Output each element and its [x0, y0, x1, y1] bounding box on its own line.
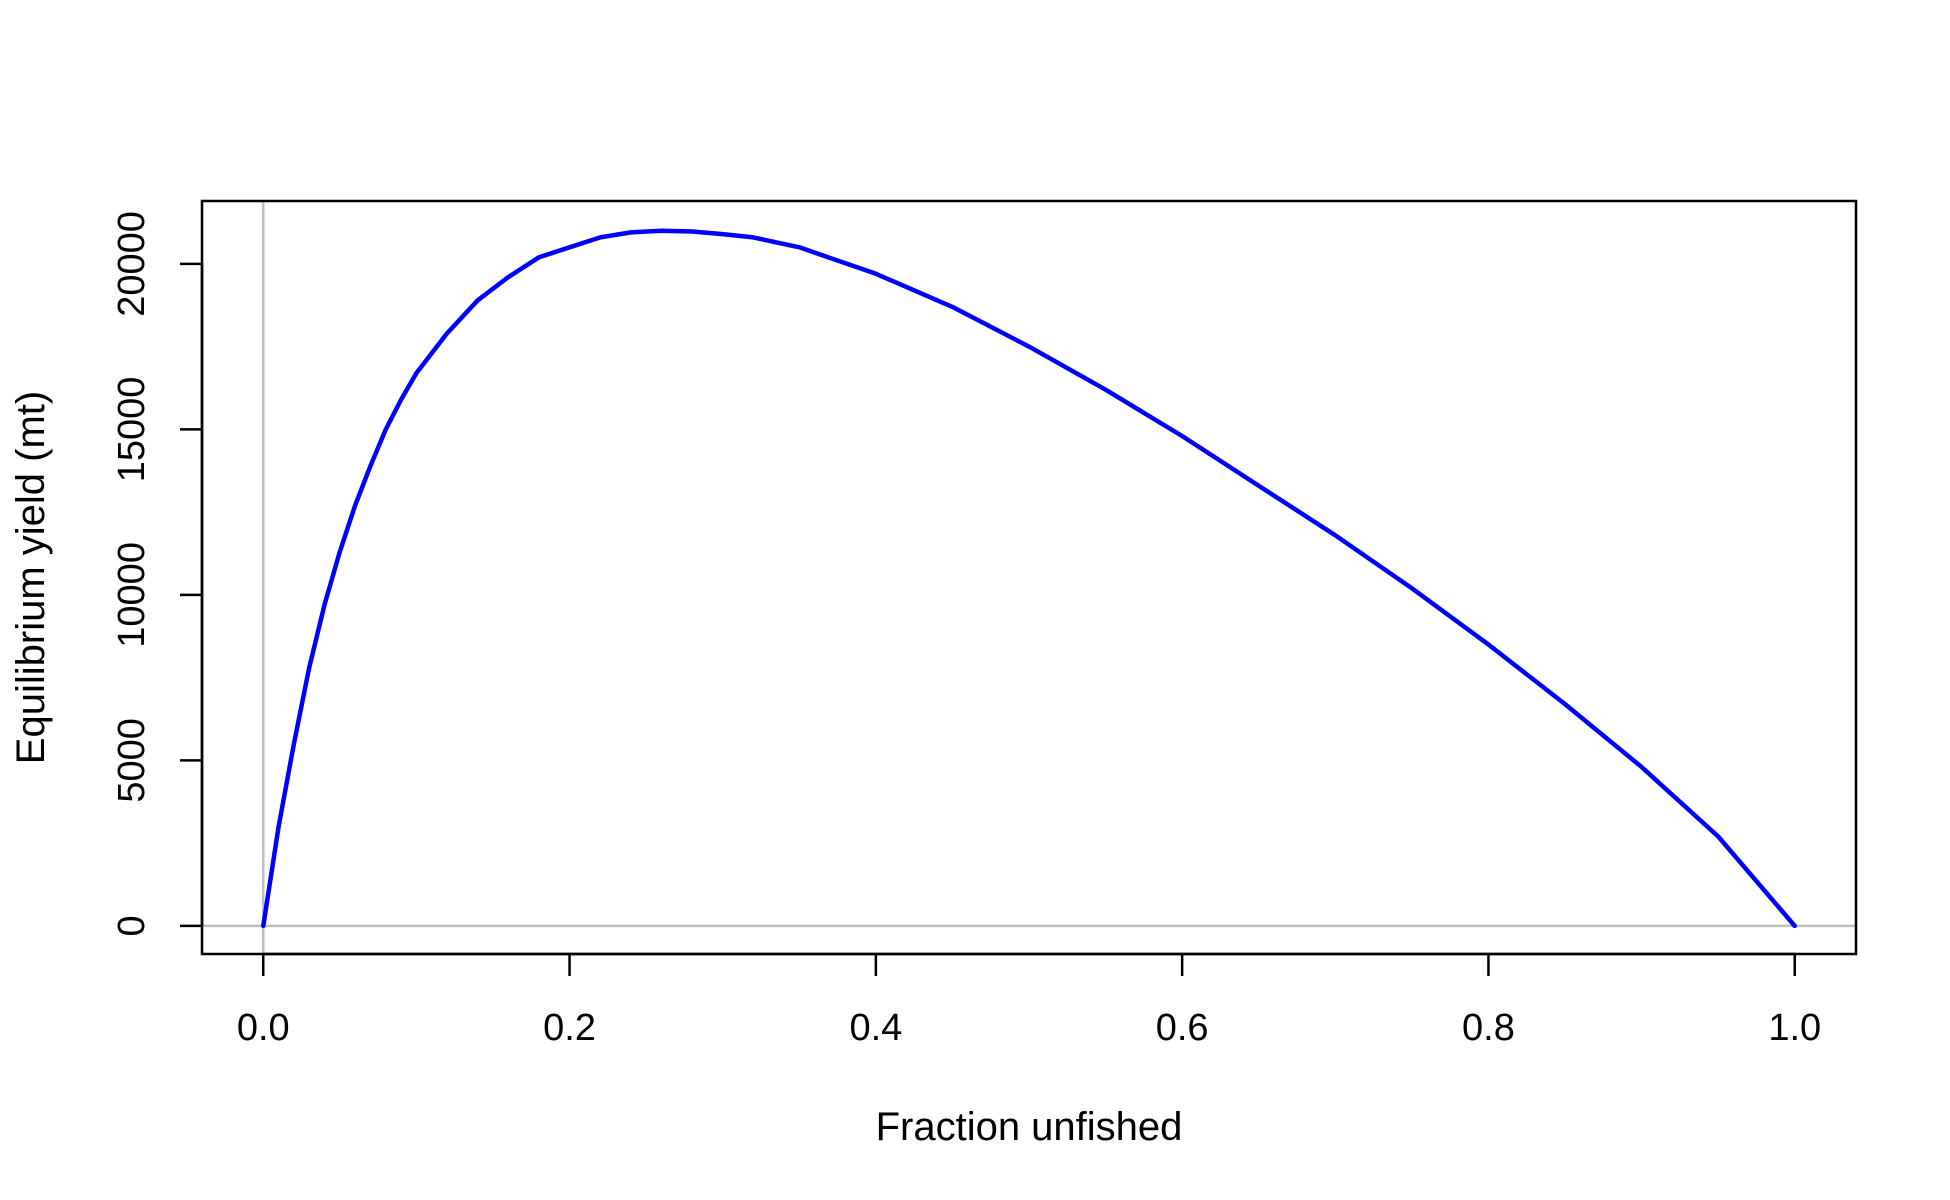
y-tick-label: 10000	[111, 542, 153, 648]
series-line	[261, 228, 1797, 929]
x-tick-label: 0.0	[237, 1007, 290, 1049]
y-axis: 0 5000 10000 15000 20000	[111, 211, 204, 936]
y-tick-label: 15000	[111, 377, 153, 483]
plot-frame	[200, 199, 1858, 956]
y-axis-title: Equilibrium yield (mt)	[9, 391, 53, 764]
x-axis-title: Fraction unfished	[876, 1105, 1183, 1149]
x-tick-label: 1.0	[1768, 1007, 1821, 1049]
x-tick-label: 0.8	[1462, 1007, 1515, 1049]
y-tick-label: 5000	[111, 718, 153, 803]
x-axis: 0.0 0.2 0.4 0.6 0.8 1.0	[237, 952, 1821, 1049]
x-tick-label: 0.4	[849, 1007, 902, 1049]
series-layer	[261, 228, 1797, 929]
x-tick-label: 0.2	[543, 1007, 596, 1049]
x-tick-label: 0.6	[1156, 1007, 1209, 1049]
y-tick-label: 0	[111, 915, 153, 936]
reference-lines	[202, 201, 1856, 954]
y-tick-label: 20000	[111, 211, 153, 317]
